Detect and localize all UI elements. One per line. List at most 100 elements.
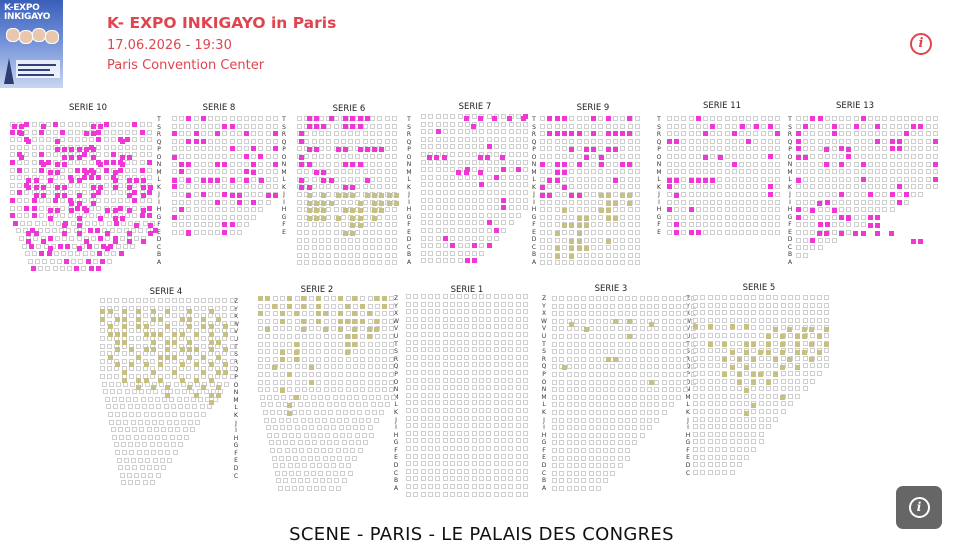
seat-serie8[interactable] [236, 138, 242, 144]
seat-serie2[interactable] [351, 455, 357, 461]
seat-serie10[interactable] [84, 170, 89, 175]
seat-serie10[interactable] [78, 258, 84, 264]
seat-serie1[interactable] [515, 491, 521, 497]
seat-serie11[interactable] [717, 176, 723, 182]
seat-serie10[interactable] [127, 155, 132, 160]
seat-serie8[interactable] [186, 178, 191, 183]
seat-serie1[interactable] [435, 430, 441, 436]
seat-serie4[interactable] [172, 332, 177, 337]
seat-serie4[interactable] [201, 355, 206, 360]
seat-serie9[interactable] [547, 230, 553, 235]
seat-serie1[interactable] [522, 461, 528, 467]
seat-serie3[interactable] [617, 341, 623, 347]
seat-serie11[interactable] [667, 222, 672, 228]
seat-serie9[interactable] [540, 199, 545, 205]
seat-serie9[interactable] [613, 252, 618, 258]
seat-serie13[interactable] [817, 231, 822, 236]
seat-serie6[interactable] [336, 193, 341, 198]
seat-serie1[interactable] [413, 453, 419, 459]
seat-serie10[interactable] [106, 220, 112, 226]
seat-serie10[interactable] [103, 152, 109, 158]
seat-serie9[interactable] [605, 252, 611, 258]
seat-serie4[interactable] [165, 450, 171, 455]
seat-serie7[interactable] [521, 116, 526, 121]
seat-serie2[interactable] [300, 455, 306, 461]
seat-serie1[interactable] [493, 301, 499, 307]
seat-serie10[interactable] [55, 185, 60, 190]
seat-serie3[interactable] [588, 379, 594, 385]
seat-serie3[interactable] [581, 455, 587, 461]
seat-serie10[interactable] [146, 122, 152, 127]
seat-serie8[interactable] [222, 138, 228, 144]
seat-serie2[interactable] [370, 402, 376, 408]
seat-serie3[interactable] [632, 356, 638, 362]
seat-serie7[interactable] [479, 220, 485, 226]
seat-serie13[interactable] [803, 252, 809, 258]
seat-serie3[interactable] [588, 364, 594, 370]
seat-serie11[interactable] [724, 161, 730, 167]
seat-serie5[interactable] [773, 340, 779, 346]
seat-serie8[interactable] [208, 192, 213, 197]
seat-serie10[interactable] [77, 178, 82, 183]
seat-serie1[interactable] [427, 392, 433, 398]
seat-serie4[interactable] [145, 457, 151, 463]
seat-serie5[interactable] [707, 371, 713, 376]
seat-serie4[interactable] [135, 480, 141, 486]
seat-serie9[interactable] [540, 252, 545, 258]
seat-serie13[interactable] [860, 222, 866, 228]
seat-serie9[interactable] [540, 146, 545, 152]
seat-serie4[interactable] [229, 313, 235, 319]
seat-serie13[interactable] [896, 176, 902, 182]
seat-serie6[interactable] [343, 231, 348, 236]
seat-serie11[interactable] [760, 138, 766, 144]
seat-serie1[interactable] [493, 430, 499, 436]
seat-serie2[interactable] [367, 327, 372, 332]
seat-serie6[interactable] [370, 131, 375, 137]
seat-serie8[interactable] [222, 199, 228, 205]
seat-serie10[interactable] [69, 208, 74, 213]
seat-serie13[interactable] [868, 207, 873, 213]
seat-serie8[interactable] [200, 199, 206, 205]
seat-serie9[interactable] [591, 245, 597, 251]
seat-serie11[interactable] [667, 184, 672, 190]
seat-serie4[interactable] [223, 324, 228, 329]
seat-serie10[interactable] [141, 239, 146, 244]
seat-serie4[interactable] [172, 340, 177, 345]
seat-serie11[interactable] [703, 138, 708, 144]
seat-serie10[interactable] [38, 175, 44, 181]
seat-serie9[interactable] [561, 192, 567, 197]
seat-serie1[interactable] [508, 370, 514, 375]
seat-serie3[interactable] [581, 372, 587, 377]
seat-serie6[interactable] [311, 252, 317, 258]
seat-serie5[interactable] [758, 325, 764, 331]
seat-serie6[interactable] [387, 201, 392, 206]
seat-serie5[interactable] [773, 310, 779, 316]
seat-serie3[interactable] [632, 432, 638, 438]
seat-serie5[interactable] [722, 386, 728, 392]
seat-serie2[interactable] [328, 486, 334, 491]
seat-serie10[interactable] [24, 190, 30, 196]
seat-serie3[interactable] [581, 417, 587, 423]
seat-serie9[interactable] [569, 260, 575, 266]
seat-serie9[interactable] [605, 184, 611, 190]
seat-serie2[interactable] [343, 448, 348, 453]
seat-serie2[interactable] [294, 350, 299, 355]
seat-serie11[interactable] [718, 155, 723, 160]
seat-serie1[interactable] [493, 446, 499, 451]
seat-serie5[interactable] [714, 302, 720, 308]
seat-serie7[interactable] [508, 182, 514, 188]
seat-serie2[interactable] [294, 425, 300, 431]
seat-serie10[interactable] [55, 193, 60, 198]
seat-serie5[interactable] [758, 401, 764, 407]
seat-serie10[interactable] [132, 190, 138, 196]
seat-serie13[interactable] [868, 214, 873, 220]
seat-serie6[interactable] [307, 185, 312, 190]
seat-serie10[interactable] [31, 205, 37, 211]
seat-serie11[interactable] [739, 131, 744, 137]
seat-serie9[interactable] [547, 138, 553, 144]
seat-serie10[interactable] [132, 129, 138, 135]
seat-serie3[interactable] [559, 356, 565, 362]
seat-serie10[interactable] [128, 220, 134, 226]
seat-serie2[interactable] [294, 357, 299, 362]
seat-serie1[interactable] [449, 301, 455, 307]
